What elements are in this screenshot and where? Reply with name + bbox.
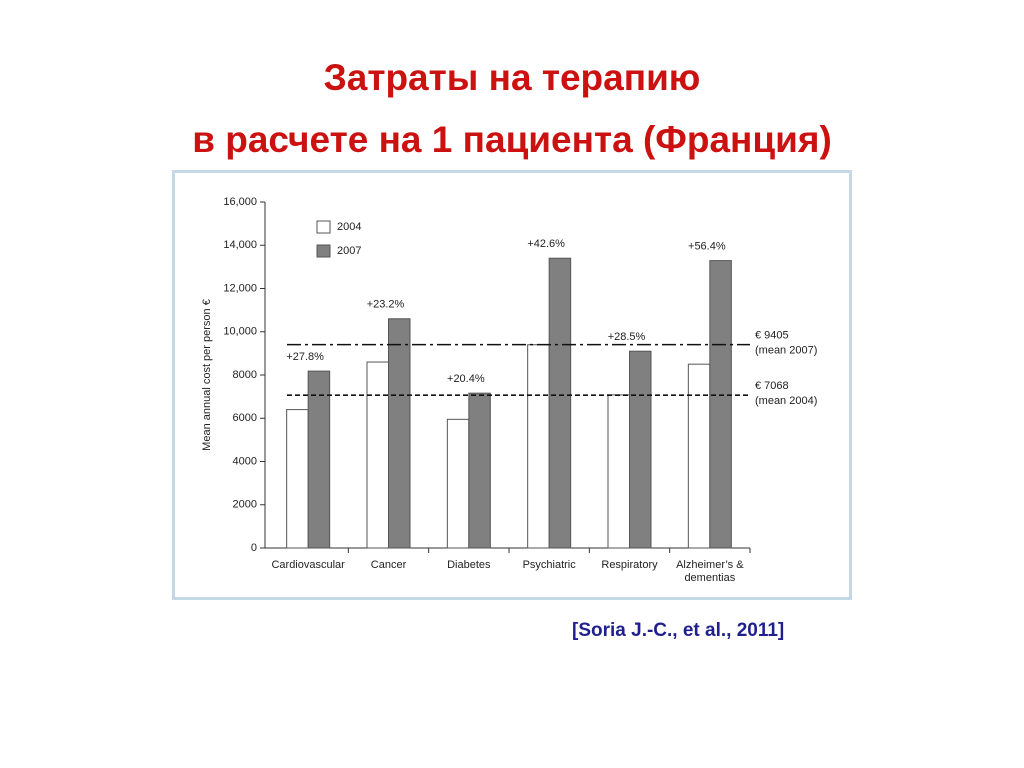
y-tick-label: 8000 [233,369,257,381]
citation: [Soria J.-C., et al., 2011] [572,620,785,641]
bar [548,257,572,549]
change-label: +27.8% [286,351,324,363]
bar [307,370,331,549]
legend-label: 2004 [337,221,361,233]
change-label: +56.4% [688,241,726,253]
x-tick-label: Psychiatric [523,559,577,571]
change-label: +23.2% [367,299,405,311]
reference-note: (mean 2004) [755,395,817,407]
legend-swatch [316,220,331,234]
y-tick-label: 4000 [233,455,257,467]
chart-frame [172,170,852,600]
chart: 0 2000 4000 6000 8000 10,000 12,000 14,000 16,00… [172,170,852,600]
x-tick-label: Diabetes [447,559,491,571]
x-tick-label: Cancer [371,559,407,571]
change-label: +42.6% [527,238,565,250]
bar [527,344,550,549]
x-tick-label: Cardiovascular [271,559,345,571]
bar [446,418,470,549]
x-tick-label: Respiratory [601,559,658,571]
y-tick-label: 6000 [233,412,257,424]
change-label: +28.5% [608,331,646,343]
reference-label: € 9405 [755,330,789,342]
bar [709,260,732,549]
y-tick-label: 10,000 [223,326,257,338]
change-label: +20.4% [447,373,485,385]
bar [366,361,389,549]
reference-note: (mean 2007) [755,345,817,357]
x-tick-label: Alzheimer’s & dementias [676,559,744,584]
reference-label: € 7068 [755,380,789,392]
bar [388,318,411,549]
y-tick-label: 12,000 [223,282,257,294]
bar [687,363,711,549]
y-tick-label: 16,000 [223,196,257,208]
bar [607,394,630,549]
bar [286,409,309,549]
title-line: в расчете на 1 пациента (Франция) [192,119,832,160]
legend-swatch [316,244,331,258]
legend-label: 2007 [337,245,361,257]
y-axis-title: Mean annual cost per person € [201,299,213,451]
bar [629,350,652,549]
y-tick-label: 2000 [233,499,257,511]
y-tick-label: 0 [251,542,257,554]
bar [468,392,491,549]
title-line: Затраты на терапию [323,57,701,98]
y-tick-label: 14,000 [223,239,257,251]
